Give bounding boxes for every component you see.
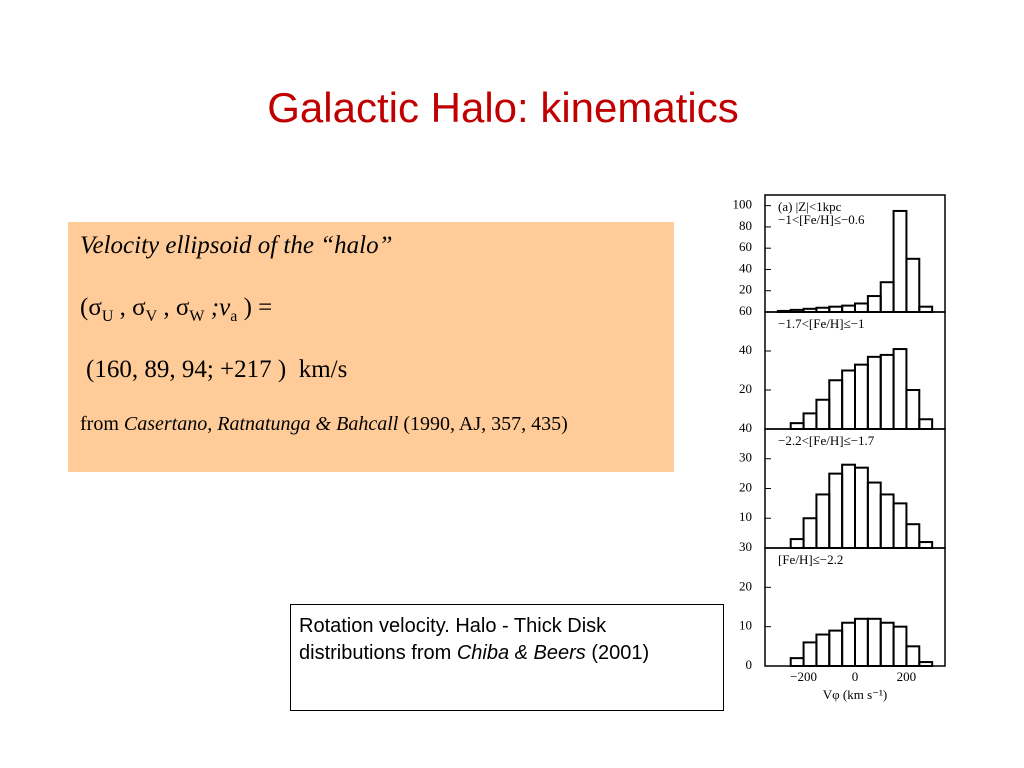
panel-label: (a) |Z|<1kpc — [778, 199, 842, 214]
histogram-bar — [918, 305, 934, 314]
text: from — [80, 413, 124, 435]
histogram-bar — [789, 538, 805, 550]
histogram-bar — [866, 481, 882, 549]
subscript: W — [189, 308, 205, 325]
text: ) = — [237, 294, 273, 321]
text: (σ — [80, 294, 102, 321]
subscript: V — [145, 308, 158, 325]
text: Casertano, Ratnatunga & Bahcall — [123, 413, 399, 435]
histogram-bar — [905, 645, 921, 667]
histogram-bar — [789, 422, 805, 430]
histogram-bar — [892, 348, 908, 430]
y-tick-label: 10 — [739, 509, 752, 524]
histogram-bar — [841, 304, 857, 314]
histogram-bar — [879, 281, 895, 313]
histogram-bar — [854, 617, 869, 667]
x-tick-label: 0 — [852, 669, 859, 684]
y-tick-label: 20 — [739, 282, 752, 297]
histogram-bar — [828, 629, 844, 667]
subscript: U — [101, 308, 114, 325]
panel-label: −1<[Fe/H]≤−0.6 — [778, 212, 865, 227]
histogram-bar — [918, 418, 934, 430]
source: from Casertano, Ratnatunga & Bahcall (19… — [80, 410, 660, 438]
histogram-bar — [892, 502, 908, 549]
y-tick-label: 80 — [739, 218, 752, 233]
histogram-bar — [815, 633, 831, 667]
y-tick-label: 100 — [733, 197, 753, 212]
histogram-bar — [879, 353, 895, 430]
histogram-bar — [802, 412, 818, 430]
histogram-bar — [892, 209, 908, 313]
y-tick-label: 10 — [739, 618, 752, 633]
histogram-bar — [802, 517, 818, 549]
sigma-line: (σU , σV , σW ;va ) = — [80, 294, 272, 326]
y-tick-label: 20 — [739, 479, 752, 494]
y-tick-label: 40 — [739, 420, 752, 435]
histogram-bar — [918, 661, 934, 667]
subscript: a — [230, 308, 238, 325]
histogram-bar — [879, 493, 895, 550]
histogram-bar — [841, 463, 857, 550]
box-heading: Velocity ellipsoid of the “halo” — [80, 232, 393, 259]
histogram-bar — [879, 621, 895, 668]
x-tick-label: 200 — [897, 669, 917, 684]
y-tick-label: 40 — [739, 260, 752, 275]
y-tick-label: 40 — [739, 342, 752, 357]
histogram-bar — [905, 523, 921, 550]
histogram-bar — [828, 379, 844, 430]
text: v — [219, 294, 231, 321]
text: ; — [204, 294, 220, 321]
histogram-bar — [854, 466, 869, 549]
text: (1990, AJ, 357, 435) — [398, 413, 568, 435]
y-tick-label: 60 — [739, 303, 752, 318]
histogram-bar — [854, 363, 869, 430]
panel-label: [Fe/H]≤−2.2 — [778, 552, 843, 567]
text: , σ — [157, 294, 190, 321]
text: Chiba & Beers — [456, 642, 586, 664]
y-tick-label: 30 — [739, 539, 752, 554]
histogram-bar — [905, 257, 921, 313]
histogram-bar — [828, 472, 844, 549]
info-box: Velocity ellipsoid of the “halo” (σU , σ… — [68, 222, 674, 472]
text: Rotation velocity. Halo - Thick Disk dis… — [299, 615, 607, 664]
histogram-bar — [918, 541, 934, 549]
histogram-bar — [815, 398, 831, 430]
histogram-bar — [841, 369, 857, 430]
histogram-bar — [815, 493, 831, 550]
text: (2001) — [585, 642, 650, 664]
values-line: (160, 89, 94; +217 ) km/s — [86, 356, 348, 383]
histogram-bar — [866, 295, 882, 313]
y-tick-label: 30 — [739, 450, 752, 465]
panel-label: −2.2<[Fe/H]≤−1.7 — [778, 433, 875, 448]
y-tick-label: 20 — [739, 578, 752, 593]
histogram-bar — [841, 621, 857, 668]
histogram-bar — [892, 625, 908, 668]
y-tick-label: 60 — [739, 239, 752, 254]
x-tick-label: −200 — [790, 669, 817, 684]
histogram-bar — [854, 302, 869, 313]
histogram-bar — [828, 305, 844, 314]
text: , σ — [113, 294, 146, 321]
histogram-bar — [789, 657, 805, 668]
x-axis-label: Vφ (km s⁻¹) — [823, 687, 887, 702]
histogram-bar — [866, 355, 882, 431]
histogram-bar — [866, 617, 882, 667]
y-tick-label: 0 — [746, 657, 753, 672]
y-tick-label: 20 — [739, 381, 752, 396]
panel-label: −1.7<[Fe/H]≤−1 — [778, 316, 865, 331]
caption: Rotation velocity. Halo - Thick Disk dis… — [290, 604, 724, 711]
histogram-bar — [802, 641, 818, 668]
histogram-bar — [905, 389, 921, 430]
slide-title: Galactic Halo: kinematics — [267, 84, 739, 131]
